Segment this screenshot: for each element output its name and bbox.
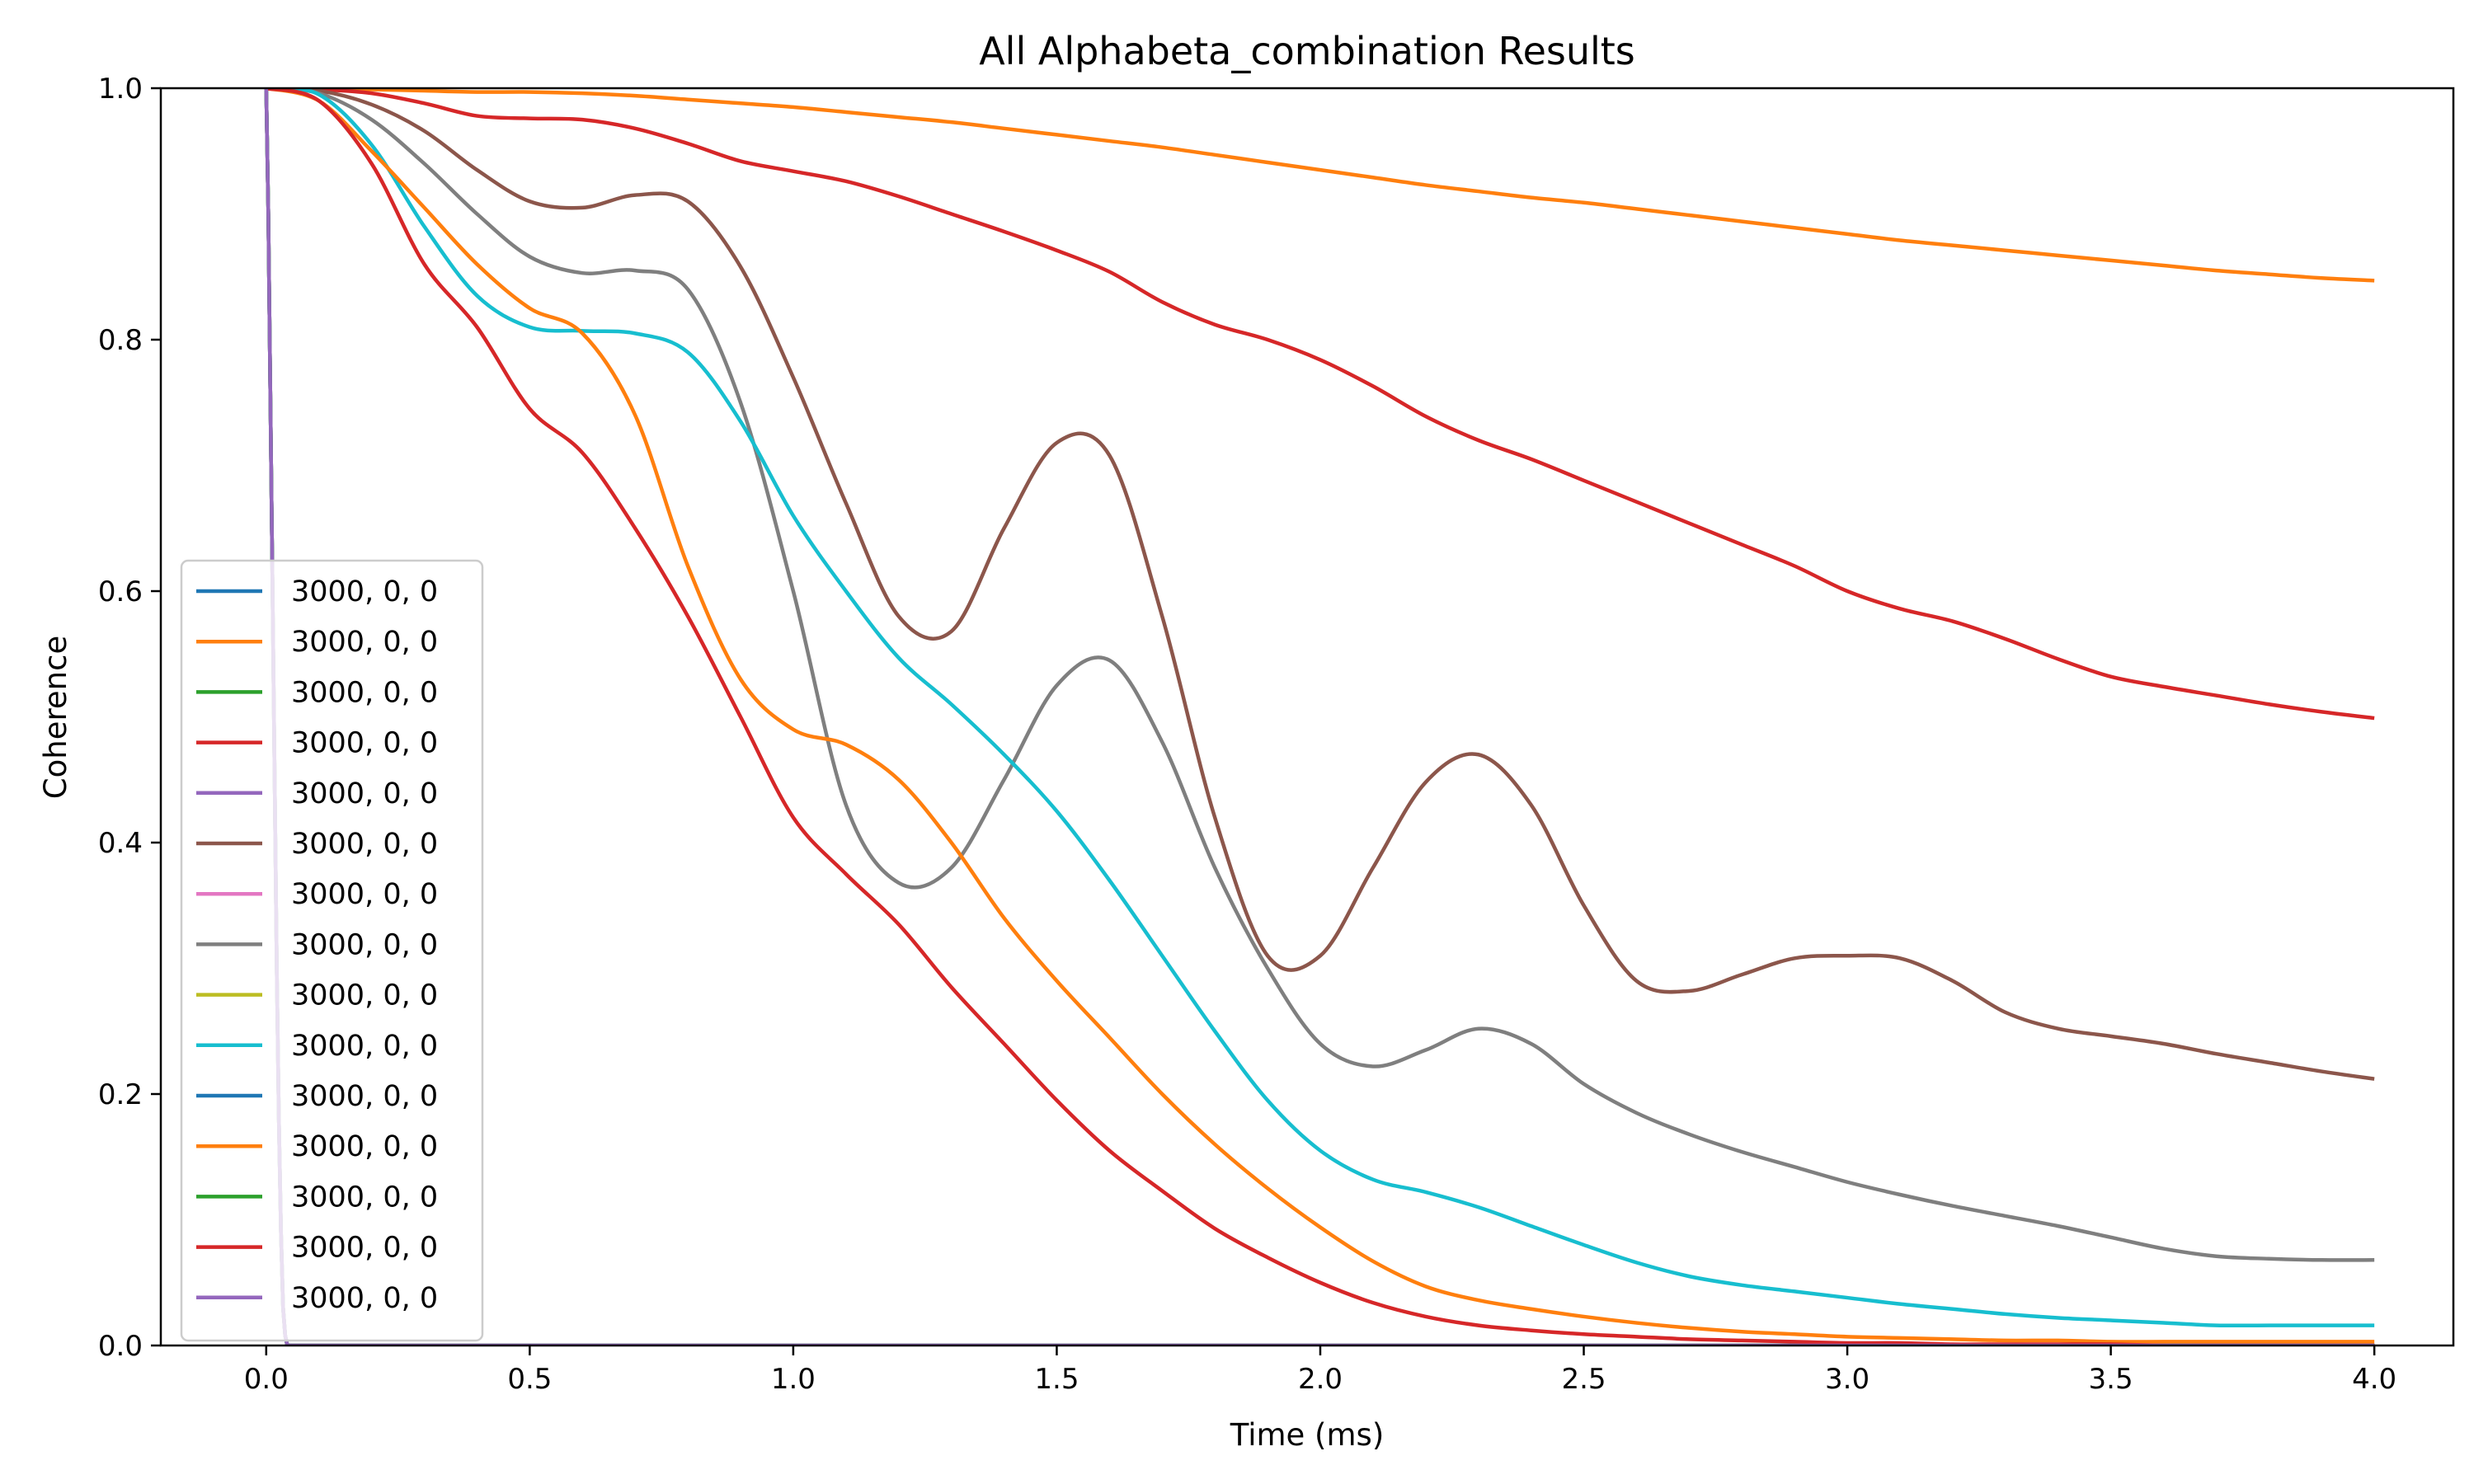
y-tick-label: 0.6 xyxy=(98,575,143,608)
legend-label: 3000, 0, 0 xyxy=(291,979,438,1012)
legend-label: 3000, 0, 0 xyxy=(291,928,438,961)
y-axis-label: Coherence xyxy=(38,636,73,799)
legend: 3000, 0, 0 3000, 0, 0 3000, 0, 0 3000, 0, 0… xyxy=(180,559,484,1342)
chart-title: All Alphabeta_combination Results xyxy=(979,29,1635,73)
y-tick-label: 0.4 xyxy=(98,827,143,860)
series-line-6 xyxy=(266,88,2375,1081)
x-tick-label: 0.0 xyxy=(244,1363,289,1396)
legend-label: 3000, 0, 0 xyxy=(291,676,438,709)
legend-label: 3000, 0, 0 xyxy=(291,626,438,659)
series-line-2 xyxy=(266,88,2375,283)
x-axis-label: Time (ms) xyxy=(1230,1417,1385,1453)
legend-label: 3000, 0, 0 xyxy=(291,1030,438,1063)
x-tick-label: 0.5 xyxy=(507,1363,552,1396)
series-line-10 xyxy=(266,88,2375,1328)
x-tick-label: 2.5 xyxy=(1561,1363,1606,1396)
legend-label: 3000, 0, 0 xyxy=(291,575,438,608)
y-tick-label: 0.2 xyxy=(98,1078,143,1111)
legend-label: 3000, 0, 0 xyxy=(291,828,438,861)
y-tick-label: 0.8 xyxy=(98,324,143,357)
plot-frame xyxy=(159,87,2455,1347)
y-axis: 0.0 0.2 0.4 0.6 0.8 1.0 xyxy=(98,73,161,1363)
x-tick-label: 4.0 xyxy=(2352,1363,2396,1396)
series-line-12 xyxy=(266,88,2375,1344)
legend-label: 3000, 0, 0 xyxy=(291,878,438,911)
x-tick-label: 3.5 xyxy=(2089,1363,2133,1396)
legend-label: 3000, 0, 0 xyxy=(291,1080,438,1113)
legend-label: 3000, 0, 0 xyxy=(291,727,438,760)
x-axis: 0.0 0.5 1.0 1.5 2.0 2.5 3.0 3.5 4.0 xyxy=(244,1345,2396,1396)
legend-label: 3000, 0, 0 xyxy=(291,777,438,810)
legend-label: 3000, 0, 0 xyxy=(291,1181,438,1214)
x-tick-label: 2.0 xyxy=(1298,1363,1343,1396)
x-tick-label: 1.0 xyxy=(771,1363,816,1396)
legend-label: 3000, 0, 0 xyxy=(291,1282,438,1315)
series-line-4 xyxy=(266,88,2375,721)
x-tick-label: 3.0 xyxy=(1825,1363,1870,1396)
legend-label: 3000, 0, 0 xyxy=(291,1232,438,1265)
x-tick-label: 1.5 xyxy=(1034,1363,1079,1396)
y-tick-label: 1.0 xyxy=(98,73,143,106)
legend-label: 3000, 0, 0 xyxy=(291,1130,438,1163)
y-tick-label: 0.0 xyxy=(98,1330,143,1363)
series-line-8 xyxy=(266,88,2375,1262)
